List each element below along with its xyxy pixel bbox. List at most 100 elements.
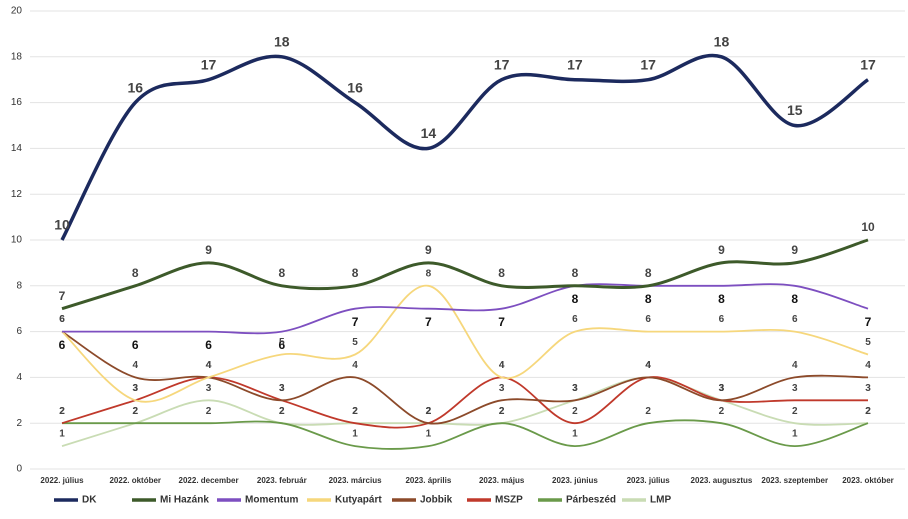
series-line — [61, 376, 868, 429]
data-label: 3 — [792, 383, 798, 394]
data-label: 16 — [347, 79, 363, 95]
data-label: 2 — [865, 406, 871, 417]
data-label: 3 — [279, 383, 285, 394]
data-label: 2 — [279, 406, 285, 417]
data-label: 4 — [132, 360, 138, 371]
data-label: 3 — [132, 383, 138, 394]
data-label: 6 — [132, 338, 139, 352]
data-label: 8 — [645, 266, 652, 280]
data-label: 2 — [132, 406, 138, 417]
x-tick-label: 2023. április — [405, 476, 451, 485]
series-line — [61, 238, 869, 311]
legend-label: MSZP — [495, 495, 523, 506]
data-label: 2 — [132, 406, 138, 417]
data-label: 7 — [865, 315, 872, 329]
data-label: 6 — [278, 338, 285, 352]
data-label: 2 — [865, 406, 871, 417]
legend-label: Momentum — [245, 495, 298, 506]
series-line — [60, 53, 870, 241]
series-line — [61, 284, 869, 403]
data-label: 16 — [127, 79, 143, 95]
data-label: 18 — [714, 34, 730, 50]
data-label: 2 — [572, 406, 578, 417]
data-label: 4 — [206, 360, 212, 371]
data-label: 3 — [719, 383, 725, 394]
y-tick-label: 2 — [16, 418, 22, 429]
data-label: 1 — [792, 429, 798, 440]
legend-label: DK — [82, 495, 97, 506]
data-label: 8 — [132, 266, 139, 280]
y-tick-label: 14 — [11, 143, 23, 154]
data-label: 4 — [499, 360, 505, 371]
x-tick-label: 2023. május — [479, 476, 525, 485]
x-tick-label: 2023. október — [842, 476, 894, 485]
data-label: 15 — [787, 102, 803, 118]
legend-label: Jobbik — [420, 495, 453, 506]
series-line — [62, 419, 869, 450]
data-label: 5 — [352, 337, 358, 348]
data-label: 8 — [572, 292, 579, 306]
data-label: 17 — [860, 56, 876, 72]
x-tick-label: 2023. szeptember — [761, 476, 828, 485]
x-tick-label: 2023. július — [627, 476, 671, 485]
data-label: 1 — [572, 429, 578, 440]
data-label: 3 — [719, 383, 725, 394]
data-label: 6 — [59, 314, 65, 325]
data-label: 2 — [206, 406, 212, 417]
data-label: 9 — [791, 243, 798, 257]
x-tick-label: 2023. augusztus — [691, 476, 753, 485]
x-tick-label: 2023. június — [552, 476, 598, 485]
data-label: 7 — [59, 289, 66, 303]
data-label: 5 — [865, 337, 871, 348]
data-label: 4 — [352, 360, 358, 371]
data-label: 8 — [718, 292, 725, 306]
data-label: 4 — [206, 360, 212, 371]
data-label: 3 — [279, 383, 285, 394]
data-label: 4 — [865, 360, 871, 371]
data-label: 4 — [792, 360, 798, 371]
data-label: 6 — [59, 314, 65, 325]
data-label: 9 — [205, 243, 212, 257]
data-label: 2 — [59, 406, 65, 417]
data-label: 6 — [572, 314, 578, 325]
data-label: 2 — [719, 406, 725, 417]
data-label: 4 — [645, 360, 651, 371]
data-label: 8 — [645, 292, 652, 306]
data-label: 6 — [205, 338, 212, 352]
data-label: 2 — [279, 406, 285, 417]
data-label: 1 — [59, 429, 65, 440]
data-label: 8 — [498, 266, 505, 280]
data-label: 4 — [499, 360, 505, 371]
data-label: 8 — [791, 292, 798, 306]
data-label: 7 — [352, 315, 359, 329]
data-label: 1 — [426, 429, 432, 440]
data-label: 8 — [278, 266, 285, 280]
data-label: 2 — [59, 406, 65, 417]
data-label: 2 — [352, 406, 358, 417]
data-label: 6 — [792, 314, 798, 325]
legend-label: LMP — [650, 495, 671, 506]
series-line — [62, 283, 869, 335]
series-line — [61, 376, 869, 447]
data-label: 4 — [645, 360, 651, 371]
data-label: 6 — [59, 338, 66, 352]
legend-label: Kutyapárt — [335, 495, 382, 506]
data-label: 2 — [352, 406, 358, 417]
y-tick-label: 4 — [16, 372, 22, 383]
data-label: 2 — [426, 406, 432, 417]
data-label: 2 — [645, 406, 651, 417]
data-label: 17 — [494, 56, 510, 72]
data-label: 10 — [861, 220, 875, 234]
data-label: 2 — [426, 406, 432, 417]
data-label: 8 — [572, 266, 579, 280]
data-label: 3 — [572, 383, 578, 394]
data-label: 4 — [645, 360, 651, 371]
data-label: 6 — [719, 314, 725, 325]
x-tick-label: 2023. február — [257, 476, 307, 485]
x-tick-label: 2022. július — [40, 476, 84, 485]
data-label: 1 — [352, 429, 358, 440]
data-label: 5 — [279, 337, 285, 348]
data-label: 9 — [718, 243, 725, 257]
y-tick-label: 0 — [16, 464, 22, 475]
